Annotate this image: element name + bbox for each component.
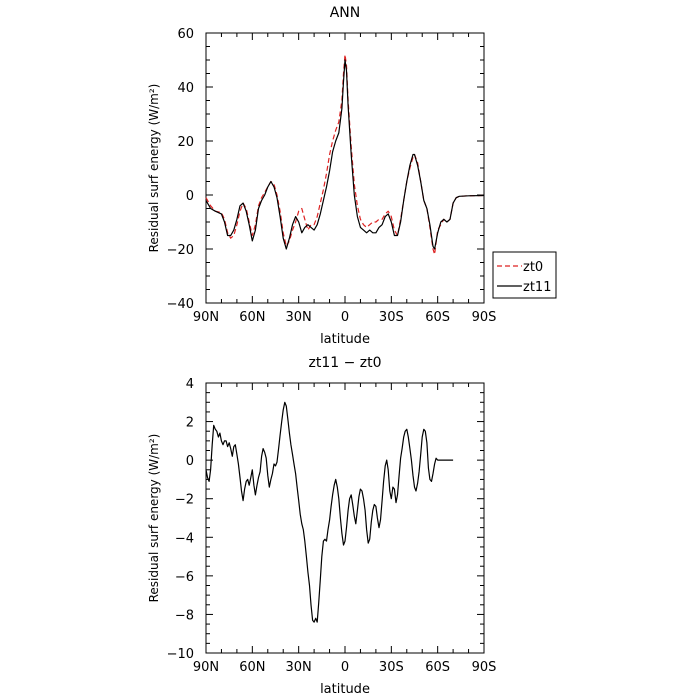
legend-label-zt0: zt0 xyxy=(523,260,543,275)
legend: zt0 zt11 xyxy=(492,251,557,299)
x-axis-label: latitude xyxy=(320,682,370,697)
y-tick-label: 60 xyxy=(177,27,194,42)
x-tick-label: 90N xyxy=(193,310,219,325)
y-tick-label: 0 xyxy=(186,189,194,204)
x-tick-label: 0 xyxy=(341,310,349,325)
y-tick-label: −4 xyxy=(175,531,194,546)
plot-frame xyxy=(205,382,485,654)
series-line xyxy=(205,401,454,623)
y-tick-label: 40 xyxy=(177,81,194,96)
y-tick-label: −10 xyxy=(167,647,194,662)
x-axis-label: latitude xyxy=(320,332,370,347)
y-axis-label: Residual surf energy (W/m²) xyxy=(147,434,161,603)
x-tick-label: 30N xyxy=(286,660,312,675)
series-line-zt11 xyxy=(205,59,485,250)
x-tick-label: 60S xyxy=(425,660,450,675)
x-tick-label: 0 xyxy=(341,660,349,675)
x-tick-label: 30S xyxy=(379,310,404,325)
x-tick-label: 60S xyxy=(425,310,450,325)
x-tick-label: 90N xyxy=(193,660,219,675)
legend-box xyxy=(492,251,557,299)
y-tick-label: −8 xyxy=(175,608,194,623)
y-tick-label: 20 xyxy=(177,135,194,150)
y-tick-label: 2 xyxy=(186,416,194,431)
x-tick-label: 30S xyxy=(379,660,404,675)
chart-title: zt11 − zt0 xyxy=(308,355,381,371)
y-tick-label: −6 xyxy=(175,570,194,585)
y-tick-label: −20 xyxy=(167,243,194,258)
y-tick-label: 4 xyxy=(186,377,194,392)
y-tick-label: −40 xyxy=(167,297,194,312)
chart-title: ANN xyxy=(330,5,361,21)
plot-frame xyxy=(205,32,485,304)
chart-panel-difference: zt11 − zt0 90N 60N 30N 0 30S 60S 90S 4 2 0 −2 −4 −6 −8… xyxy=(147,355,496,697)
x-tick-label: 60N xyxy=(239,310,265,325)
x-tick-label: 60N xyxy=(239,660,265,675)
series-line-zt0 xyxy=(205,54,485,255)
y-tick-label: 0 xyxy=(186,454,194,469)
x-tick-label: 90S xyxy=(472,660,497,675)
chart-panel-ann: ANN 90N 60N 30N 0 30S 60S 90S 60 40 20 0 −20 −40 latit… xyxy=(147,5,557,347)
y-tick-label: −2 xyxy=(175,493,194,508)
x-tick-label: 30N xyxy=(286,310,312,325)
x-tick-label: 90S xyxy=(472,310,497,325)
y-axis-label: Residual surf energy (W/m²) xyxy=(147,84,161,253)
legend-label-zt11: zt11 xyxy=(523,280,551,295)
